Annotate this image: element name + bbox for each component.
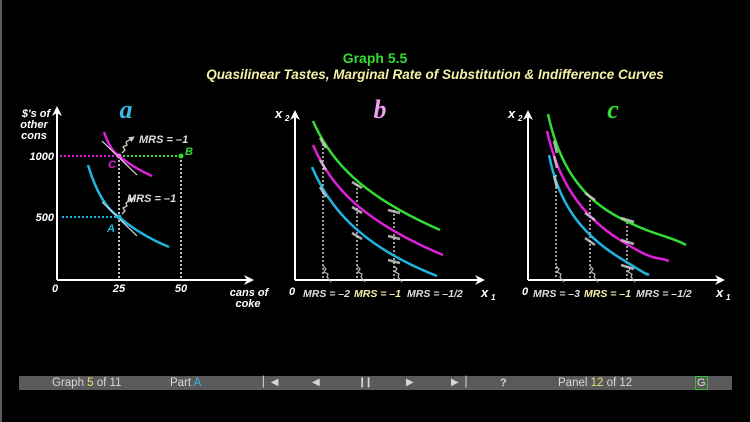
part-value: A bbox=[193, 377, 202, 389]
previous-panel-icon[interactable]: ◀ bbox=[312, 377, 320, 388]
panel-a-xtick-25: 25 bbox=[112, 283, 126, 295]
panel-a-xtick-50: 50 bbox=[175, 283, 188, 295]
panel-b-xlabel-sub: 1 bbox=[491, 293, 496, 302]
graph-counter-prefix: Graph bbox=[52, 377, 88, 389]
panel-c: c x 2 x 1 0 MRS = –3 MRS bbox=[507, 95, 731, 302]
first-panel-icon[interactable]: ▏◀ bbox=[263, 377, 279, 388]
panel-counter-total: of 12 bbox=[603, 377, 633, 389]
graph-subtitle-text: Quasilinear Tastes, Marginal Rate of Sub… bbox=[206, 67, 664, 82]
left-edge-border bbox=[0, 0, 2, 422]
panel-c-mrs-1: MRS = –3 bbox=[533, 288, 580, 300]
panel-c-mrs-3: MRS = –1/2 bbox=[636, 288, 692, 300]
panel-counter-current: 12 bbox=[590, 377, 604, 389]
panel-a-xlabel-1: cans of bbox=[230, 287, 270, 299]
panel-b-label: b bbox=[374, 95, 387, 124]
panel-c-mrs-2: MRS = –1 bbox=[584, 288, 631, 300]
panel-a-label: a bbox=[120, 95, 133, 124]
panel-b-mrs-3: MRS = –1/2 bbox=[407, 288, 463, 300]
panel-b-ylabel: x bbox=[274, 106, 283, 121]
panel-b: b x 2 x 1 0 MRS = –2 MRS bbox=[274, 95, 496, 302]
panel-b-origin: 0 bbox=[289, 286, 296, 298]
panel-c-origin: 0 bbox=[522, 286, 529, 298]
help-icon[interactable]: ? bbox=[500, 377, 507, 389]
graph-title: Graph 5.5 bbox=[342, 50, 408, 66]
panel-b-ylabel-sub: 2 bbox=[284, 114, 290, 123]
panel-a-ytick-500: 500 bbox=[36, 212, 55, 224]
graph-counter-current: 5 bbox=[87, 377, 94, 389]
panel-c-xlabel-sub: 1 bbox=[726, 293, 731, 302]
panel-a: a $'s of other cons cans of coke 0 25 50… bbox=[20, 95, 269, 310]
panel-b-mrs-2: MRS = –1 bbox=[354, 288, 401, 300]
panel-a-mrs-arrow-upper bbox=[121, 136, 135, 154]
panel-counter-prefix: Panel bbox=[558, 377, 591, 389]
graph-counter-total: of 11 bbox=[93, 377, 122, 389]
panel-c-ylabel: x bbox=[507, 106, 516, 121]
panel-b-blue-curve bbox=[310, 166, 438, 278]
panel-a-point-c bbox=[116, 153, 122, 159]
panel-a-mrs-lower: MRS = –1 bbox=[127, 193, 176, 205]
panel-counter: Panel 12 of 12 bbox=[558, 376, 632, 390]
panel-a-ylabel-3: cons bbox=[21, 130, 47, 142]
panel-c-squiggles bbox=[555, 265, 636, 283]
graph-subtitle: Quasilinear Tastes, Marginal Rate of Sub… bbox=[0, 67, 750, 82]
next-panel-icon[interactable]: ▶ bbox=[406, 377, 414, 388]
pause-icon[interactable]: ❙❙ bbox=[358, 377, 373, 388]
panel-a-label-c: C bbox=[108, 159, 117, 171]
panel-c-magenta-curve bbox=[545, 130, 670, 263]
g-button[interactable]: G bbox=[695, 376, 708, 390]
last-panel-icon[interactable]: ▶▕ bbox=[451, 377, 467, 388]
panel-a-ylabel-2: other bbox=[20, 119, 48, 131]
panel-b-tangent-marks bbox=[318, 137, 401, 265]
panel-a-ytick-1000: 1000 bbox=[30, 151, 55, 163]
panel-a-xlabel-2: coke bbox=[235, 298, 260, 310]
panel-a-label-a: A bbox=[106, 223, 115, 235]
part-prefix: Part bbox=[170, 377, 194, 389]
panel-c-ylabel-sub: 2 bbox=[517, 114, 523, 123]
panel-c-label: c bbox=[607, 95, 619, 124]
navigation-bar: Graph 5 of 11 Part A ▏◀ ◀ ❙❙ ▶ ▶▕ ? Pane… bbox=[19, 376, 732, 390]
panel-c-blue-curve bbox=[547, 154, 650, 277]
graph-counter: Graph 5 of 11 bbox=[52, 376, 122, 390]
panel-a-ylabel-1: $'s of bbox=[21, 108, 52, 120]
panel-b-squiggles bbox=[322, 265, 403, 283]
panel-c-green-curve bbox=[546, 113, 687, 247]
panel-a-mrs-arrow-lower bbox=[121, 197, 135, 215]
panel-a-point-a bbox=[116, 214, 122, 220]
panel-b-xlabel: x bbox=[480, 285, 489, 300]
panel-c-xlabel: x bbox=[715, 285, 724, 300]
panel-a-blue-curve bbox=[86, 164, 170, 249]
panel-a-origin: 0 bbox=[52, 283, 59, 295]
panel-b-magenta-curve bbox=[311, 144, 444, 257]
panel-b-mrs-1: MRS = –2 bbox=[303, 288, 350, 300]
part-indicator: Part A bbox=[170, 376, 201, 390]
panel-b-green-curve bbox=[311, 120, 441, 232]
panel-a-label-b: B bbox=[185, 146, 193, 158]
panel-a-point-b bbox=[178, 153, 184, 159]
panel-a-mrs-upper: MRS = –1 bbox=[139, 134, 188, 146]
